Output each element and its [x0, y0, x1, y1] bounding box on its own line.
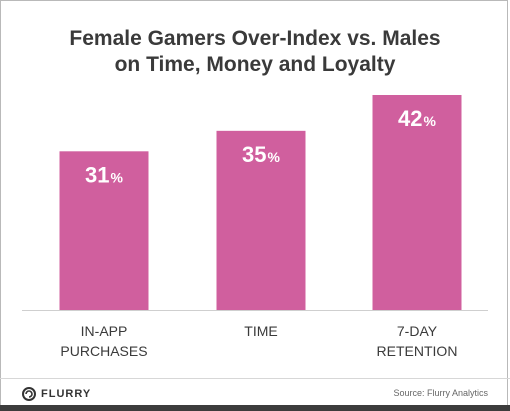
bar-value-label-2: 35% — [242, 142, 280, 167]
bar-2 — [216, 130, 306, 310]
category-label-3: 7-DAY RETENTION — [377, 323, 458, 359]
category-label-1: IN-APP PURCHASES — [60, 323, 147, 359]
bar-value-label-3: 42% — [398, 106, 436, 131]
flurry-logo-icon — [22, 387, 36, 401]
source-note: Source: Flurry Analytics — [393, 388, 488, 398]
bar-value-label-1: 31% — [85, 162, 123, 187]
logo-text: FLURRY — [41, 388, 92, 400]
bottom-edge — [0, 405, 510, 411]
footer-divider — [0, 378, 510, 379]
bar-3 — [372, 95, 462, 310]
chart-title-line-2: on Time, Money and Loyalty — [114, 53, 396, 76]
category-label-2: TIME — [244, 323, 277, 339]
flurry-logo: FLURRY — [22, 386, 91, 402]
chart-title: Female Gamers Over-Index vs. Males on Ti… — [0, 26, 510, 78]
chart-title-line-1: Female Gamers Over-Index vs. Males — [69, 27, 441, 50]
bar-1 — [59, 151, 149, 310]
